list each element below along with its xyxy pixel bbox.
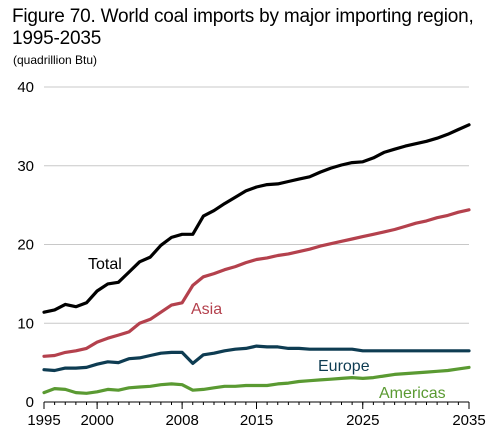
series-line-total bbox=[42, 123, 471, 314]
series-label-total: Total bbox=[88, 256, 122, 273]
x-tick-label: 2035 bbox=[452, 412, 485, 429]
chart-subtitle: (quadrillion Btu) bbox=[13, 53, 98, 67]
series-line-americas bbox=[42, 365, 471, 395]
y-tick-label: 0 bbox=[26, 394, 34, 411]
x-tick-label: 2008 bbox=[165, 412, 198, 429]
x-tick-label: 2000 bbox=[80, 412, 113, 429]
series-label-americas: Americas bbox=[379, 385, 446, 402]
y-tick-label: 20 bbox=[17, 237, 34, 254]
series-line-europe bbox=[42, 344, 471, 373]
y-tick-label: 40 bbox=[17, 79, 34, 96]
y-tick-label: 10 bbox=[17, 315, 34, 332]
x-tick-label: 2015 bbox=[240, 412, 273, 429]
x-tick-label: 2025 bbox=[346, 412, 379, 429]
series-label-europe: Europe bbox=[318, 358, 370, 375]
chart-title: Figure 70. World coal imports by major i… bbox=[12, 6, 474, 49]
y-tick-label: 30 bbox=[17, 158, 34, 175]
x-tick-label: 1995 bbox=[27, 412, 60, 429]
series-line-asia bbox=[42, 208, 471, 358]
series-label-asia: Asia bbox=[191, 301, 222, 318]
